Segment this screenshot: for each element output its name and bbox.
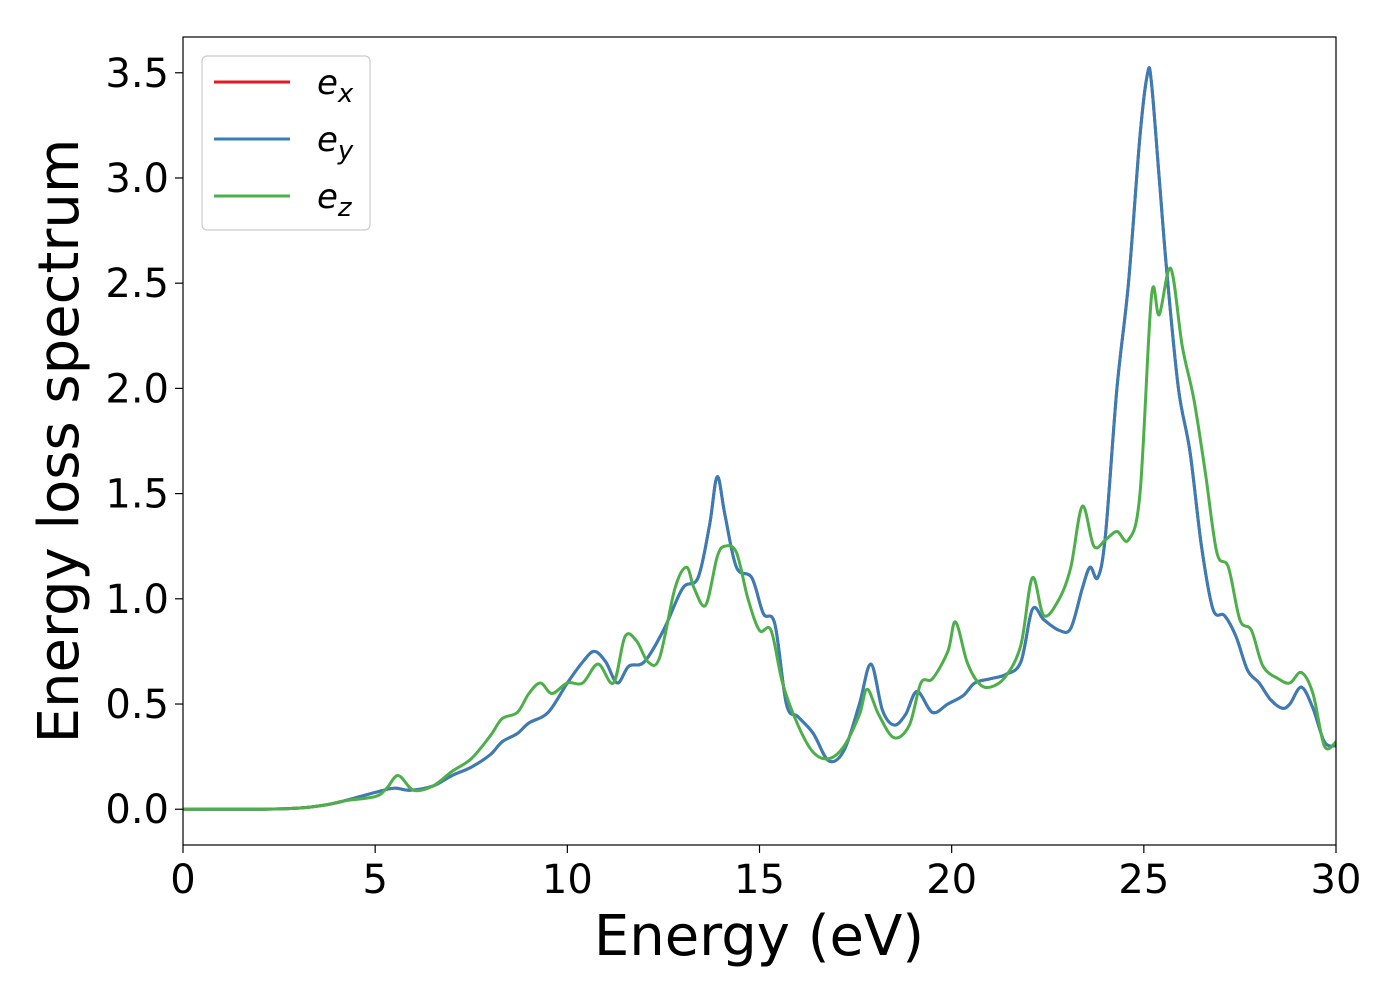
legend-label-z: ez bbox=[317, 177, 353, 223]
legend-label-x: ex bbox=[317, 63, 354, 109]
y-tick-label: 1.5 bbox=[105, 472, 169, 518]
y-tick-label: 3.0 bbox=[105, 156, 169, 202]
y-tick-label: 0.5 bbox=[105, 682, 169, 728]
x-tick-label: 0 bbox=[170, 857, 195, 903]
y-tick-label: 1.0 bbox=[105, 577, 169, 623]
y-axis-title: Energy loss spectrum bbox=[27, 139, 92, 744]
x-axis: 0 5 10 15 20 25 30 bbox=[170, 845, 1361, 903]
y-tick-label: 3.5 bbox=[105, 51, 169, 97]
y-tick-label: 0.0 bbox=[105, 787, 169, 833]
series-line-y bbox=[183, 66, 1336, 811]
x-tick-label: 15 bbox=[734, 857, 785, 903]
x-tick-label: 30 bbox=[1311, 857, 1362, 903]
legend-label-y: ey bbox=[317, 120, 354, 166]
x-tick-label: 10 bbox=[542, 857, 593, 903]
legend-frame bbox=[201, 55, 371, 231]
y-axis: 0.0 0.5 1.0 1.5 2.0 2.5 3.0 3.5 bbox=[105, 51, 183, 833]
series-layer bbox=[183, 66, 1336, 811]
y-tick-label: 2.0 bbox=[105, 366, 169, 412]
y-tick-label: 2.5 bbox=[105, 261, 169, 307]
x-tick-label: 25 bbox=[1118, 857, 1169, 903]
x-tick-label: 20 bbox=[926, 857, 977, 903]
x-axis-title: Energy (eV) bbox=[594, 904, 924, 969]
legend: ex ey ez bbox=[201, 55, 371, 231]
series-line-z bbox=[183, 266, 1336, 811]
x-tick-label: 5 bbox=[362, 857, 387, 903]
